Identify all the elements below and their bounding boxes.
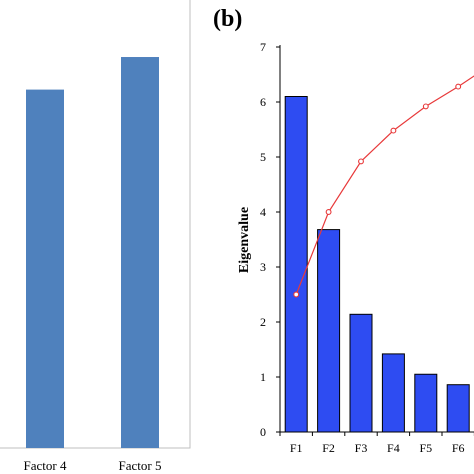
line-point-f6 bbox=[455, 83, 462, 90]
y-tick-label: 3 bbox=[260, 260, 266, 274]
bar-factor-4 bbox=[26, 89, 64, 448]
x-tick-label: F5 bbox=[419, 441, 432, 455]
y-tick-label: 5 bbox=[260, 150, 266, 164]
left-chart-panel: Factor 4 Factor 5 bbox=[0, 0, 191, 473]
left-chart-frame bbox=[0, 0, 191, 449]
y-tick-label: 4 bbox=[260, 205, 266, 219]
x-tick-label: F3 bbox=[355, 441, 368, 455]
x-tick-label: Factor 5 bbox=[119, 458, 162, 473]
line-point-f4 bbox=[390, 127, 397, 134]
right-chart-panel: (b) Eigenvalue 0 1 2 3 4 5 6 7 F1 F2 F3 F4 F5 F6 bbox=[213, 6, 474, 455]
y-tick-label: 1 bbox=[260, 370, 266, 384]
bar-f5 bbox=[414, 373, 438, 433]
bar-factor-5 bbox=[121, 57, 159, 448]
bar-f4 bbox=[381, 353, 405, 433]
y-tick-label: 0 bbox=[260, 425, 266, 439]
y-tick-label: 2 bbox=[260, 315, 266, 329]
bar-f3 bbox=[349, 313, 373, 433]
line-point-f2 bbox=[325, 209, 332, 215]
x-tick-label: F6 bbox=[452, 441, 465, 455]
y-axis-label: Eigenvalue bbox=[237, 207, 252, 273]
bar-f1 bbox=[284, 96, 308, 433]
x-tick-label: F4 bbox=[387, 441, 400, 455]
bar-f2 bbox=[317, 229, 341, 433]
panel-label: (b) bbox=[213, 6, 242, 32]
x-tick-label: F2 bbox=[322, 441, 335, 455]
x-tick-label: Factor 4 bbox=[24, 458, 67, 473]
y-tick-label: 7 bbox=[260, 40, 266, 54]
line-point-f5 bbox=[422, 103, 429, 110]
y-tick-label: 6 bbox=[260, 95, 266, 109]
line-point-f3 bbox=[358, 158, 364, 165]
x-tick-label: F1 bbox=[290, 441, 303, 455]
line-point-f1 bbox=[293, 291, 300, 298]
bar-f6 bbox=[446, 384, 470, 433]
